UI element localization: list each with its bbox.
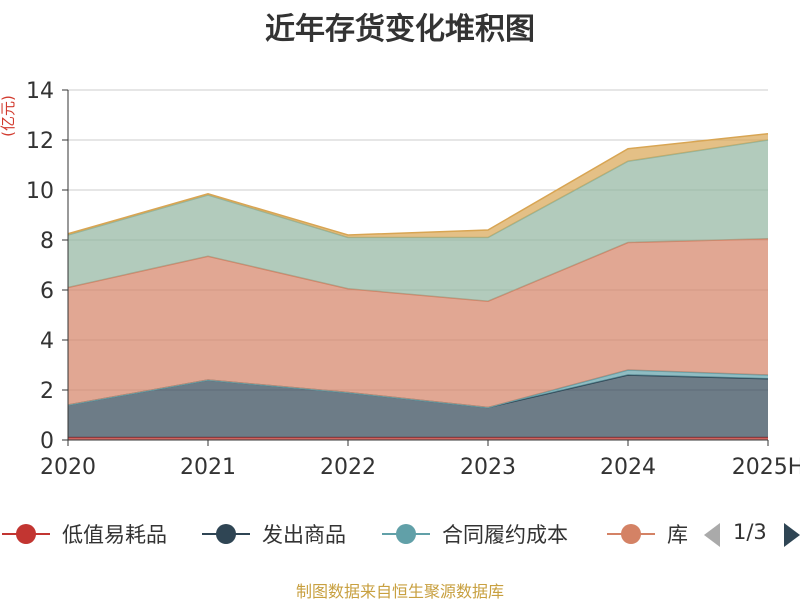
legend-label: 发出商品 [262,523,346,547]
legend-item[interactable]: 发出商品 [200,514,346,554]
chevron-right-icon[interactable] [782,522,800,548]
area-series-5 [68,133,768,238]
area-series-1 [68,375,768,438]
legend-label: 低值易耗品 [62,523,167,547]
legend-marker-icon [382,524,430,544]
legend-label: 库 [667,523,688,547]
legend: 低值易耗品 发出商品 合同履约成本 库 [0,514,800,554]
y-tick-label: 8 [40,229,54,254]
chart-title: 近年存货变化堆积图 [265,12,535,47]
legend-item[interactable]: 库 [605,514,688,554]
legend-item[interactable]: 合同履约成本 [380,514,568,554]
x-tick-label: 2021 [180,455,236,480]
chevron-left-icon[interactable] [702,522,722,548]
y-tick-label: 12 [26,129,54,154]
legend-marker-icon [607,524,655,544]
legend-marker-icon [2,524,50,544]
x-tick-label: 2025H [732,455,800,480]
x-tick-label: 2022 [320,455,376,480]
legend-item[interactable]: 低值易耗品 [0,514,167,554]
area-series-3 [68,238,768,408]
y-axis-unit-label: (亿元) [0,95,17,137]
series-line-5 [67,133,769,236]
x-tick-label: 2023 [460,455,516,480]
legend-page-indicator: 1/3 [733,520,767,544]
y-tick-label: 10 [26,179,54,204]
y-tick-label: 6 [40,279,54,304]
y-tick-label: 14 [26,79,54,104]
data-source-note: 制图数据来自恒生聚源数据库 [295,582,504,601]
x-tick-label: 2020 [40,455,96,480]
y-tick-label: 0 [40,429,54,454]
legend-marker-icon [202,524,250,544]
legend-pager: 1/3 [700,514,800,554]
y-tick-label: 2 [40,379,54,404]
y-tick-label: 4 [40,329,54,354]
x-tick-label: 2024 [600,455,656,480]
legend-label: 合同履约成本 [442,523,568,547]
